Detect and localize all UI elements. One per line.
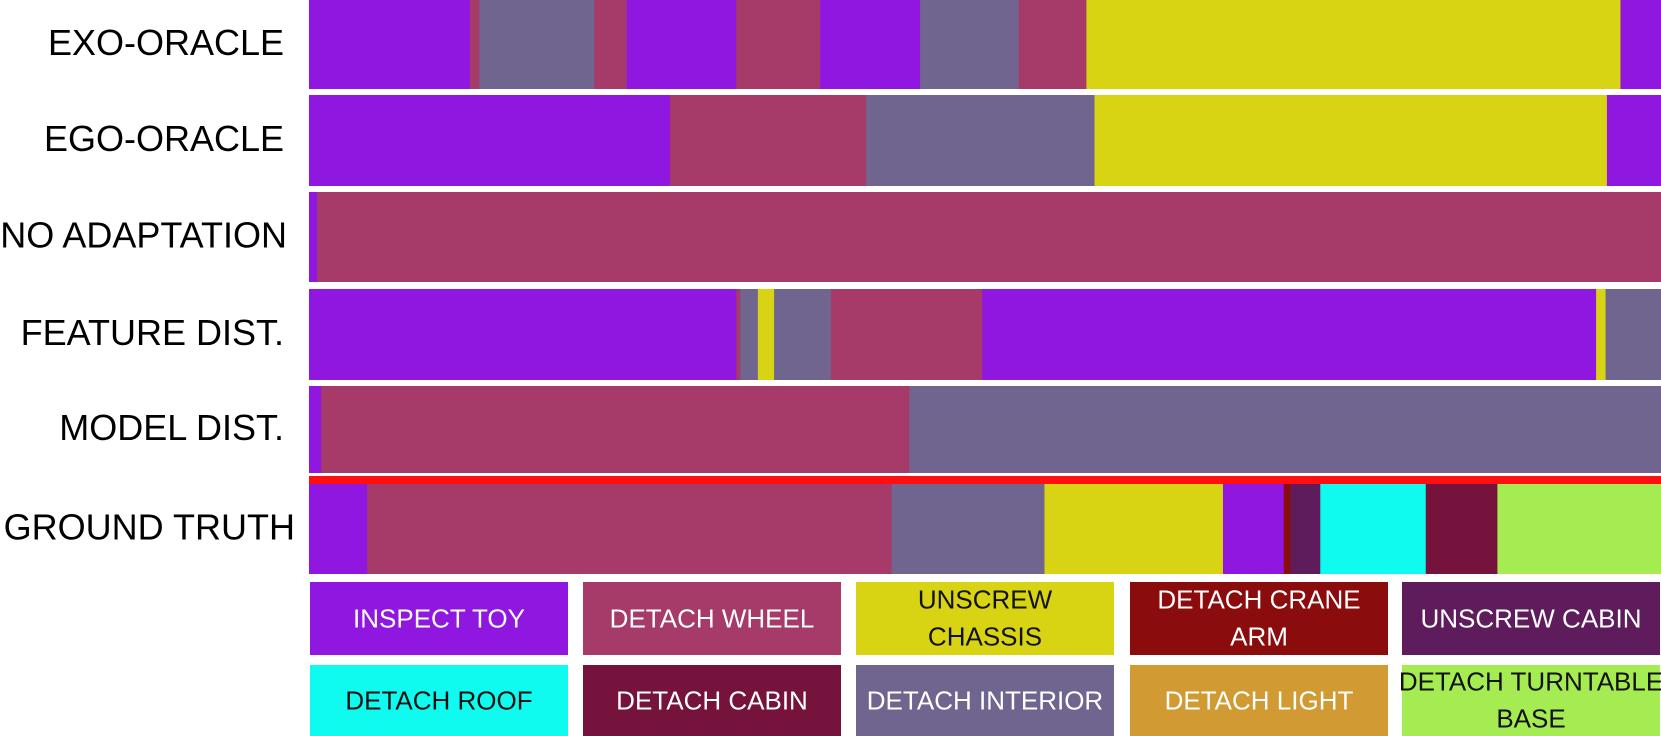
segment-exo-oracle-6 (820, 0, 921, 89)
legend-swatch (856, 582, 1114, 655)
segment-feature-dist-0 (309, 289, 737, 380)
segment-ground-truth-5 (1283, 484, 1291, 574)
legend-swatch (856, 665, 1114, 736)
legend-item-inspect-toy: INSPECT TOY (310, 582, 568, 655)
row-exo-oracle: EXO-ORACLE (48, 0, 1661, 89)
segment-feature-dist-6 (982, 289, 1597, 380)
segment-exo-oracle-4 (626, 0, 737, 89)
row-feature-dist: FEATURE DIST. (21, 289, 1661, 380)
segment-feature-dist-1 (736, 289, 741, 380)
legend-swatch (583, 665, 841, 736)
legend-item-detach-roof: DETACH ROOF (310, 665, 568, 736)
legend-item-unscrew-chassis: UNSCREW CHASSIS (856, 582, 1114, 655)
segment-feature-dist-2 (740, 289, 759, 380)
row-model-dist: MODEL DIST. (59, 386, 1661, 473)
segment-ground-truth-2 (891, 484, 1045, 574)
legend-swatch (1402, 665, 1660, 736)
legend-swatch (1130, 665, 1388, 736)
segment-ground-truth-4 (1222, 484, 1285, 574)
row-ground-truth: GROUND TRUTH (4, 484, 1661, 574)
legend-label: DETACH ROOF (345, 686, 532, 716)
legend: INSPECT TOY DETACH WHEEL UNSCREW CHASSIS DET… (310, 582, 1661, 736)
segment-feature-dist-8 (1605, 289, 1661, 380)
legend-item-detach-cabin: DETACH CABIN (583, 665, 841, 736)
segment-ground-truth-7 (1320, 484, 1427, 574)
row-label-ground-truth: GROUND TRUTH (4, 507, 295, 548)
segment-feature-dist-5 (830, 289, 983, 380)
legend-label: DETACH CABIN (616, 686, 808, 716)
segment-ego-oracle-4 (1606, 95, 1661, 186)
segment-model-dist-1 (321, 386, 910, 473)
segment-no-adaptation-0 (309, 192, 318, 282)
segment-ego-oracle-0 (309, 95, 671, 186)
segment-ego-oracle-3 (1094, 95, 1608, 186)
legend-swatch (1130, 582, 1388, 655)
legend-label: DETACH LIGHT (1165, 686, 1354, 716)
legend-label: INSPECT TOY (353, 604, 525, 634)
legend-swatch (1402, 582, 1660, 655)
segment-ground-truth-3 (1044, 484, 1224, 574)
legend-item-detach-light: DETACH LIGHT (1130, 665, 1388, 736)
segment-exo-oracle-8 (1018, 0, 1087, 89)
segment-feature-dist-3 (757, 289, 775, 380)
legend-item-detach-turntable-base: DETACH TURNTABLE BASE (1399, 665, 1661, 736)
legend-label: UNSCREW CABIN (1420, 604, 1641, 634)
segment-exo-oracle-2 (479, 0, 595, 89)
segment-exo-oracle-5 (736, 0, 821, 89)
segment-ground-truth-6 (1290, 484, 1321, 574)
segment-exo-oracle-0 (309, 0, 471, 89)
segment-exo-oracle-1 (469, 0, 480, 89)
legend-item-unscrew-cabin: UNSCREW CABIN (1402, 582, 1660, 655)
segment-ground-truth-0 (309, 484, 368, 574)
legend-swatch (310, 582, 568, 655)
row-label-model-dist: MODEL DIST. (59, 407, 284, 448)
legend-label: DETACH WHEEL (610, 604, 815, 634)
legend-label: DETACH TURNTABLE BASE (1399, 667, 1661, 734)
segment-ground-truth-9 (1497, 484, 1661, 574)
row-label-ego-oracle: EGO-ORACLE (44, 118, 284, 159)
segment-ground-truth-8 (1425, 484, 1498, 574)
segment-exo-oracle-3 (594, 0, 628, 89)
row-no-adaptation: NO ADAPTATION (0, 192, 1661, 282)
segment-ground-truth-1 (367, 484, 893, 574)
row-label-no-adaptation: NO ADAPTATION (0, 215, 287, 256)
row-label-exo-oracle: EXO-ORACLE (48, 22, 284, 63)
legend-item-detach-crane-arm: DETACH CRANE ARM (1130, 582, 1388, 655)
segment-exo-oracle-10 (1620, 0, 1661, 89)
legend-item-detach-interior: DETACH INTERIOR (856, 665, 1114, 736)
segment-no-adaptation-1 (317, 192, 1661, 282)
legend-label: DETACH INTERIOR (867, 686, 1103, 716)
legend-label: DETACH CRANE ARM (1157, 585, 1360, 652)
segment-ego-oracle-2 (866, 95, 1095, 186)
segment-exo-oracle-7 (920, 0, 1020, 89)
segment-feature-dist-7 (1596, 289, 1606, 380)
segment-feature-dist-4 (774, 289, 832, 380)
legend-swatch (310, 665, 568, 736)
ground-truth-separator (309, 476, 1661, 484)
segment-model-dist-2 (909, 386, 1661, 473)
legend-swatch (583, 582, 841, 655)
segment-exo-oracle-9 (1086, 0, 1621, 89)
segment-model-dist-0 (309, 386, 322, 473)
row-label-feature-dist: FEATURE DIST. (21, 312, 284, 353)
segment-ego-oracle-1 (669, 95, 867, 186)
legend-item-detach-wheel: DETACH WHEEL (583, 582, 841, 655)
row-ego-oracle: EGO-ORACLE (44, 95, 1661, 186)
legend-label: UNSCREW CHASSIS (918, 585, 1053, 652)
